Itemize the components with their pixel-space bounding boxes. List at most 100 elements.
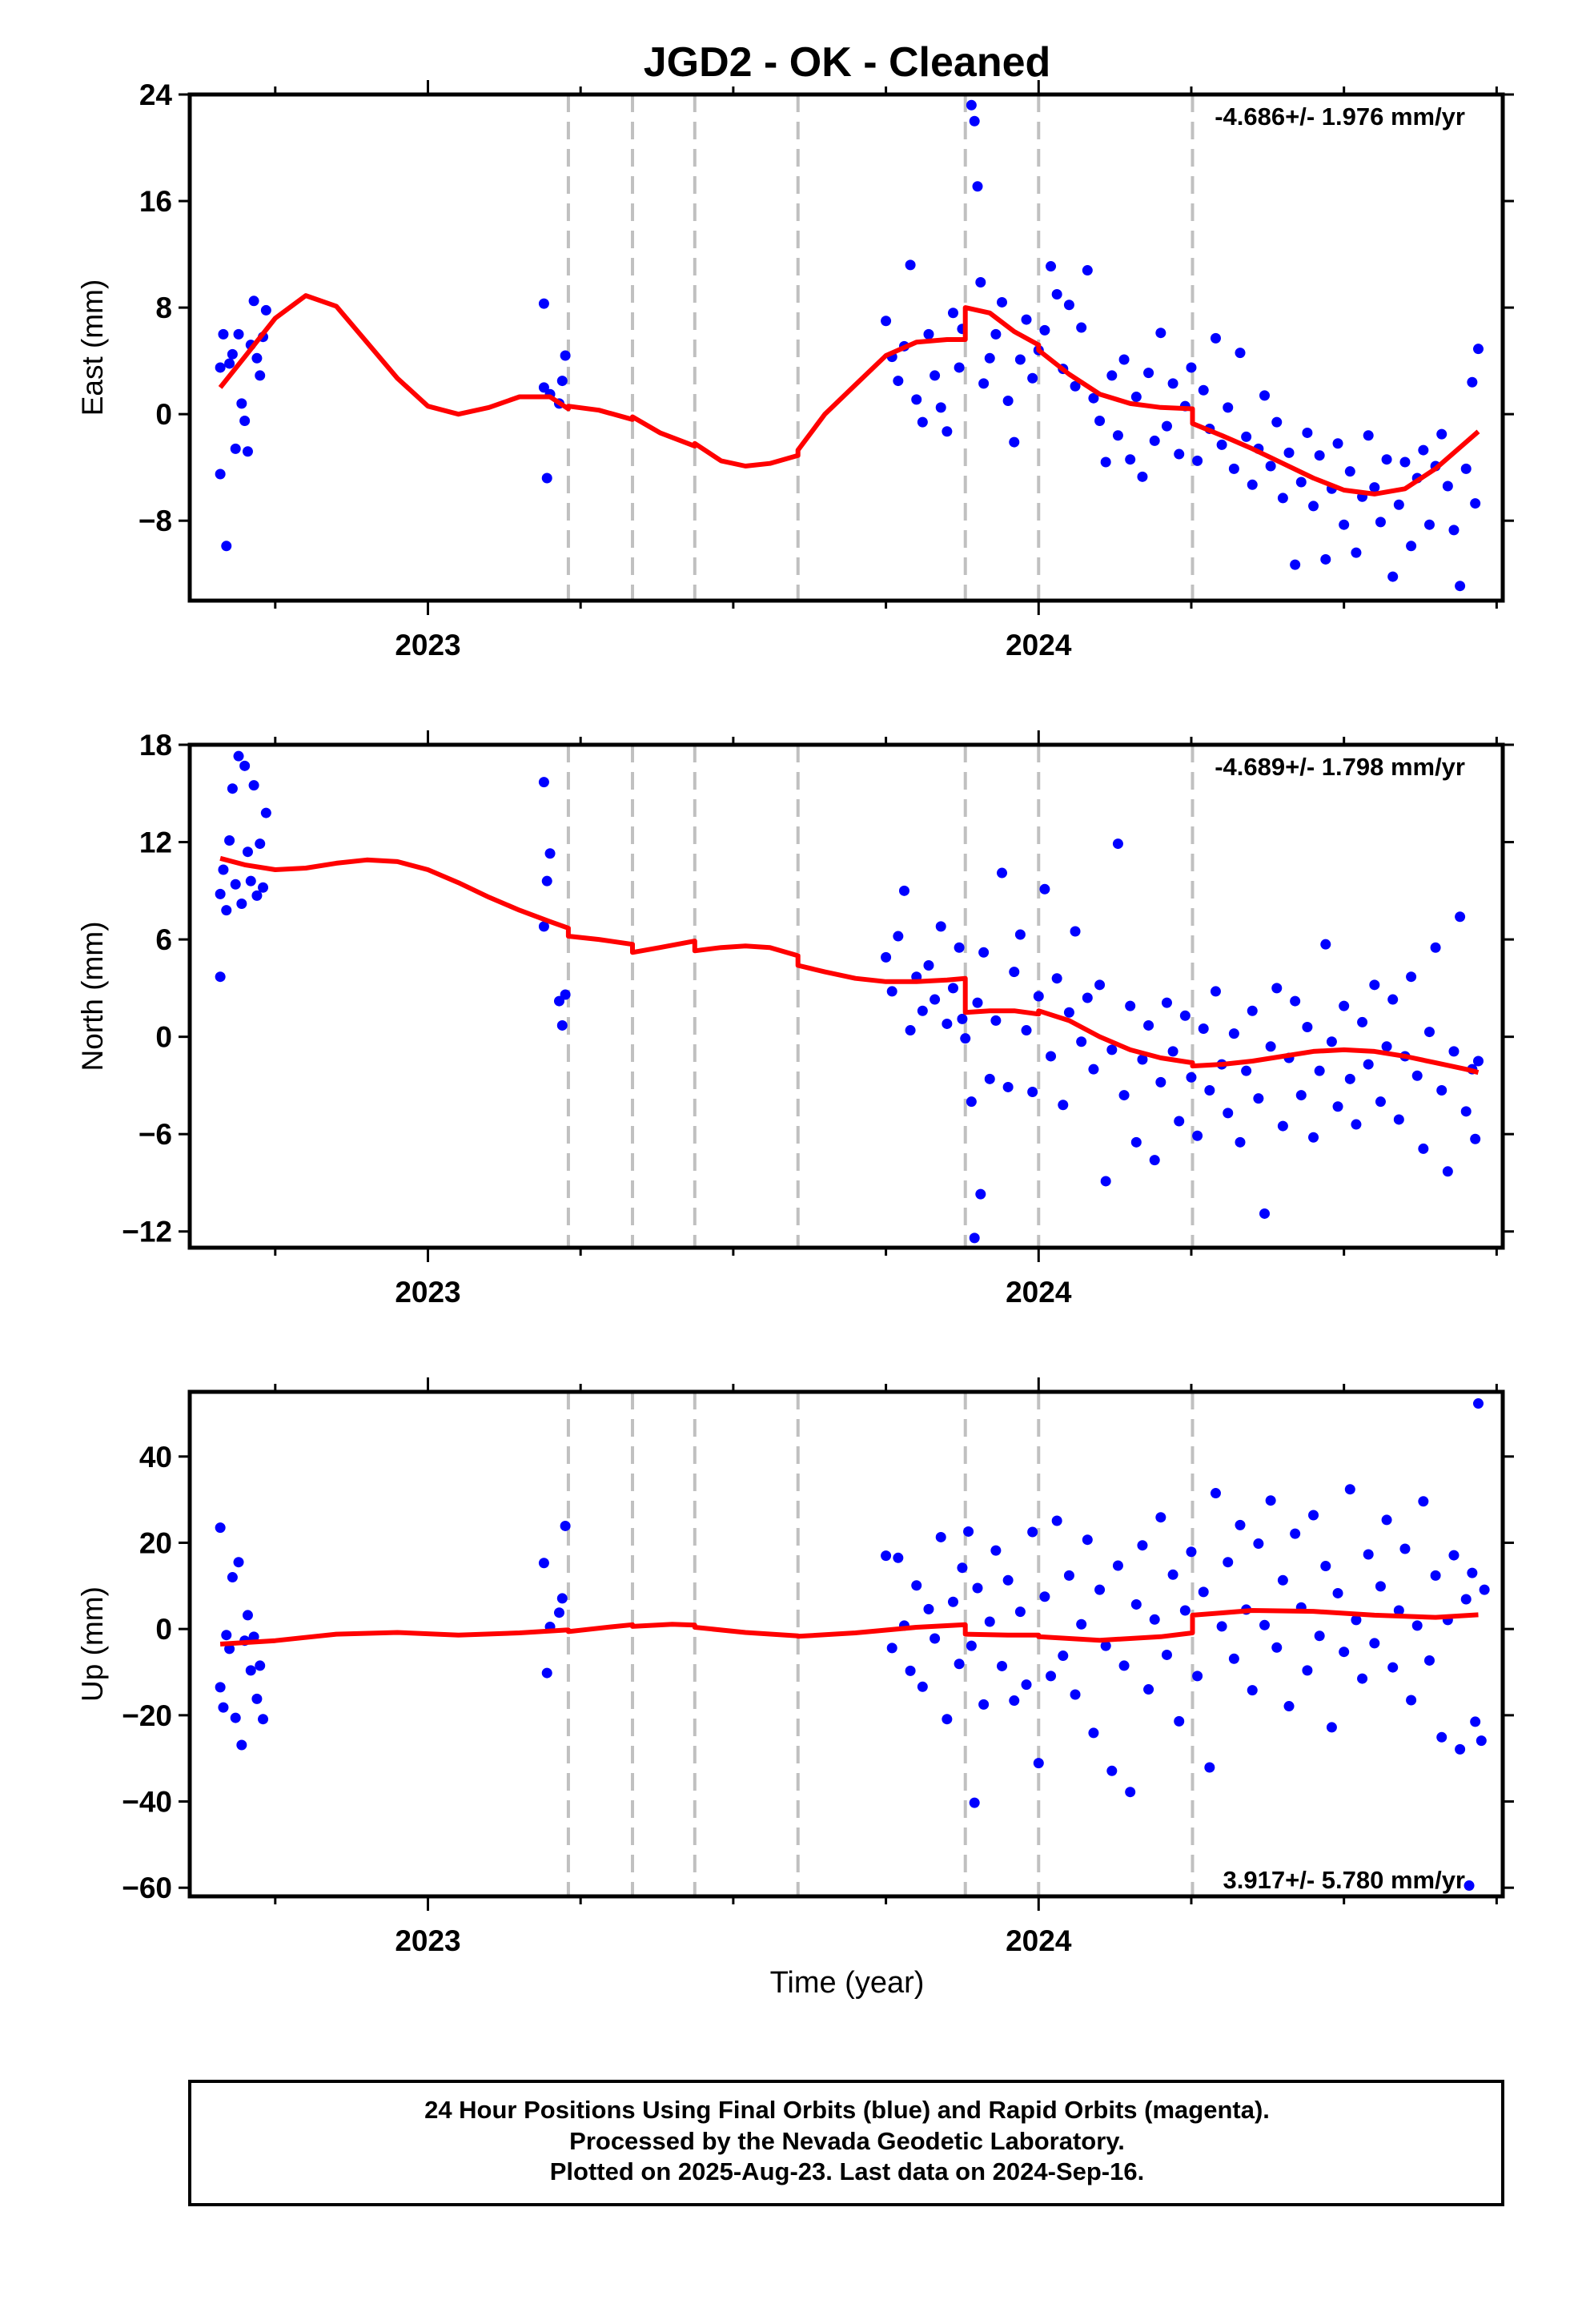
data-point — [1082, 992, 1093, 1003]
data-point — [917, 416, 928, 428]
data-point — [1351, 1614, 1362, 1626]
data-point — [230, 879, 241, 890]
data-point — [1143, 368, 1154, 379]
data-point — [1295, 476, 1307, 488]
data-point — [1308, 1132, 1319, 1143]
data-point — [224, 835, 235, 846]
data-point — [1009, 1695, 1020, 1707]
data-point — [975, 1188, 986, 1200]
data-point — [1235, 1136, 1246, 1148]
data-point — [556, 1019, 568, 1031]
data-point — [1320, 939, 1331, 950]
data-point — [954, 1659, 965, 1670]
data-point — [1076, 1036, 1087, 1047]
data-point — [1125, 1000, 1136, 1011]
data-point — [1399, 456, 1411, 468]
data-point — [1002, 1081, 1014, 1092]
data-point — [233, 328, 244, 340]
data-point — [898, 885, 909, 896]
y-axis-label: Up (mm) — [76, 1586, 109, 1702]
data-point — [1326, 1722, 1337, 1733]
data-point — [930, 370, 941, 381]
data-point — [1009, 967, 1020, 978]
data-point — [1210, 986, 1221, 997]
data-point — [1204, 1084, 1215, 1096]
data-point — [227, 783, 238, 794]
data-point — [1393, 499, 1404, 510]
data-point — [553, 1607, 564, 1618]
data-point — [1223, 1557, 1234, 1568]
data-point — [1326, 1036, 1337, 1047]
data-point — [1363, 430, 1374, 441]
data-point — [1423, 1655, 1435, 1666]
data-point — [1174, 448, 1185, 460]
panel-north: 18 12 6 0 −6 −12 2023 2024 North (mm) -4.689+/- 1… — [76, 729, 1514, 1309]
data-point — [1002, 396, 1014, 407]
data-point — [1436, 1731, 1447, 1743]
data-point — [1357, 1016, 1368, 1027]
data-point — [1100, 1640, 1111, 1651]
data-point — [1430, 942, 1441, 953]
plot-frame — [187, 92, 1505, 603]
data-point — [1406, 541, 1417, 552]
data-point — [260, 807, 271, 818]
data-point — [1216, 439, 1227, 450]
y-tick-label: 8 — [155, 292, 172, 324]
data-point — [990, 1015, 1002, 1026]
data-point — [1137, 1540, 1148, 1551]
data-point — [1014, 929, 1026, 940]
y-tick-label: 0 — [155, 398, 172, 431]
data-point — [1192, 455, 1203, 466]
data-point — [1174, 1715, 1185, 1727]
data-point — [1130, 1598, 1142, 1610]
panel-east: 24 16 8 0 −8 2023 2024 East (mm) -4.686+/- 1.976… — [76, 78, 1514, 661]
data-point — [218, 864, 229, 875]
data-point — [1393, 1605, 1404, 1616]
data-point — [893, 931, 904, 942]
data-point — [1259, 1619, 1271, 1630]
data-point — [1375, 1096, 1386, 1108]
data-point — [215, 971, 226, 983]
data-point — [1363, 1059, 1374, 1070]
x-axis-label: Time (year) — [770, 1966, 925, 2000]
data-point — [541, 1667, 552, 1679]
y-tick-label: 0 — [155, 1613, 172, 1646]
data-point — [1464, 1880, 1475, 1892]
data-point — [215, 1522, 226, 1534]
data-point — [1247, 1005, 1258, 1016]
data-point — [1063, 300, 1074, 311]
data-point — [1118, 1660, 1130, 1671]
data-point — [1161, 997, 1172, 1008]
data-point — [553, 995, 564, 1007]
data-point — [1033, 1758, 1044, 1769]
data-point — [242, 446, 253, 457]
y-tick-label: 20 — [139, 1526, 172, 1559]
data-point — [239, 760, 251, 771]
data-point — [997, 296, 1008, 308]
data-point — [1448, 1550, 1460, 1561]
footer-line-3: Plotted on 2025-Aug-23. Last data on 202… — [550, 2157, 1144, 2185]
data-point — [1014, 354, 1026, 365]
data-point — [1210, 332, 1221, 344]
data-point — [1472, 344, 1484, 355]
data-point — [1418, 1143, 1429, 1154]
data-point — [1470, 1133, 1481, 1144]
data-point — [1467, 1567, 1478, 1578]
data-point — [1381, 1514, 1392, 1526]
data-point — [1161, 420, 1172, 432]
data-point — [1167, 1569, 1178, 1580]
data-point — [1100, 456, 1111, 468]
data-point — [1363, 1549, 1374, 1560]
data-point — [1470, 1716, 1481, 1727]
data-point — [1448, 1046, 1460, 1057]
data-point — [1021, 1025, 1032, 1036]
data-point — [215, 1682, 226, 1693]
data-point — [1143, 1019, 1154, 1031]
data-point — [1320, 1561, 1331, 1572]
data-point — [1051, 288, 1062, 300]
data-point — [221, 1630, 232, 1641]
data-point — [1339, 1000, 1350, 1011]
data-point — [1369, 482, 1380, 493]
data-point — [1277, 1574, 1288, 1586]
data-point — [1399, 1543, 1411, 1554]
